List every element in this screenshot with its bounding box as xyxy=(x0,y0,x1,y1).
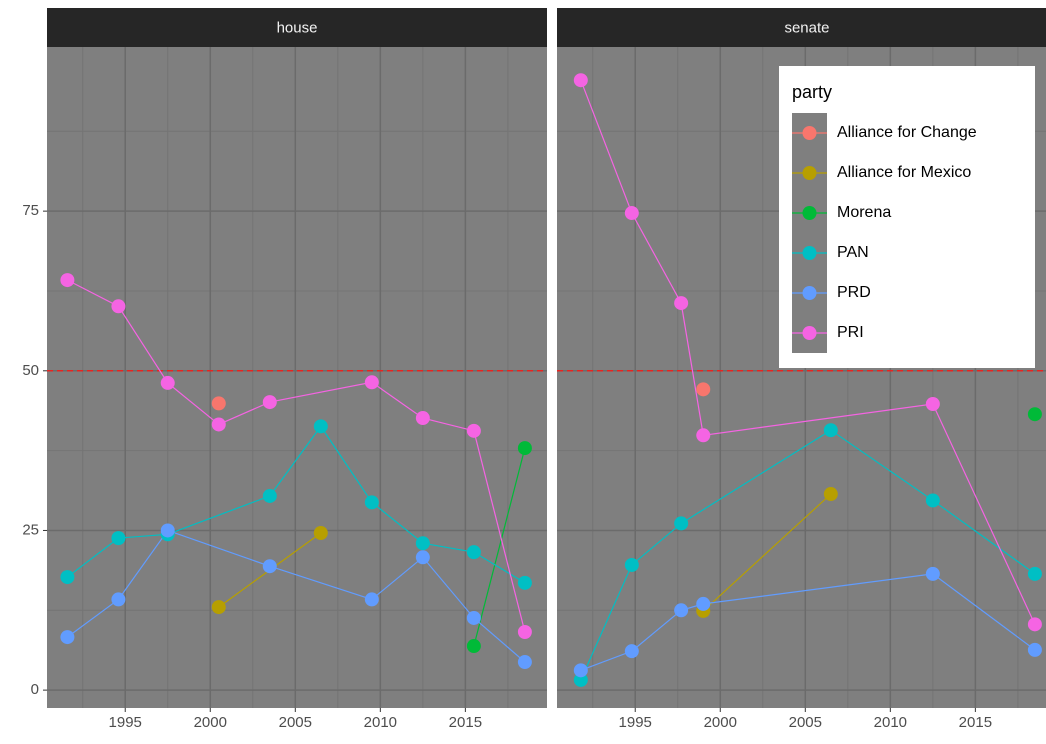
x-tick-label: 1995 xyxy=(619,714,652,731)
legend-key-point xyxy=(802,166,817,180)
x-tick-label: 2015 xyxy=(449,714,482,731)
data-point xyxy=(160,523,175,538)
data-point xyxy=(517,441,532,456)
data-point xyxy=(313,526,328,541)
data-point xyxy=(111,531,126,546)
data-point xyxy=(925,397,940,412)
panel-background xyxy=(47,47,547,708)
data-point xyxy=(262,488,277,503)
data-point xyxy=(211,417,226,432)
data-point xyxy=(823,487,838,502)
data-point xyxy=(674,603,689,618)
legend-title: party xyxy=(792,82,832,102)
data-point xyxy=(60,570,75,585)
y-tick-label: 25 xyxy=(22,521,39,538)
data-point xyxy=(517,575,532,590)
data-point xyxy=(624,557,639,572)
series-line xyxy=(702,493,832,612)
data-point xyxy=(573,73,588,88)
legend-label: PRD xyxy=(837,284,871,301)
legend-label: Morena xyxy=(837,204,891,221)
data-point xyxy=(466,610,481,625)
legend-label: Alliance for Mexico xyxy=(837,164,971,181)
data-point xyxy=(262,559,277,574)
data-point xyxy=(466,545,481,560)
strip xyxy=(47,8,547,47)
series-line xyxy=(580,429,1036,681)
data-point xyxy=(415,550,430,565)
data-point xyxy=(696,382,711,397)
strip-label: house xyxy=(277,19,318,36)
data-point xyxy=(262,395,277,410)
data-point xyxy=(517,625,532,640)
data-point xyxy=(364,592,379,607)
data-point xyxy=(1027,407,1042,422)
data-point xyxy=(466,423,481,438)
data-point xyxy=(211,600,226,615)
x-tick-label: 2005 xyxy=(789,714,822,731)
data-point xyxy=(1027,642,1042,657)
legend-label: Alliance for Change xyxy=(837,124,977,141)
data-point xyxy=(1027,566,1042,581)
data-point xyxy=(925,493,940,508)
x-tick-label: 2010 xyxy=(364,714,397,731)
data-point xyxy=(674,296,689,311)
data-point xyxy=(674,516,689,531)
x-tick-label: 1995 xyxy=(109,714,142,731)
legend-key-point xyxy=(802,326,817,340)
data-point xyxy=(696,596,711,611)
x-tick-label: 2010 xyxy=(874,714,907,731)
y-tick-label: 0 xyxy=(31,681,39,698)
data-point xyxy=(415,536,430,551)
data-point xyxy=(573,663,588,678)
legend-key-background xyxy=(792,113,827,353)
legend-label: PAN xyxy=(837,244,869,261)
series-line xyxy=(473,447,526,647)
data-point xyxy=(364,495,379,510)
x-tick-label: 2015 xyxy=(959,714,992,731)
data-point xyxy=(696,428,711,443)
series-line xyxy=(580,573,1036,671)
series-line xyxy=(580,79,1036,625)
data-point xyxy=(364,375,379,390)
y-tick-label: 75 xyxy=(22,202,39,219)
strip xyxy=(557,8,1046,47)
data-point xyxy=(466,639,481,654)
data-point xyxy=(925,566,940,581)
legend-key-point xyxy=(802,206,817,220)
data-point xyxy=(313,419,328,434)
data-point xyxy=(624,206,639,221)
data-point xyxy=(60,630,75,645)
series-line xyxy=(67,529,526,663)
data-point xyxy=(60,273,75,288)
strip-label: senate xyxy=(784,19,829,36)
data-point xyxy=(823,423,838,438)
data-point xyxy=(111,299,126,314)
legend-key-point xyxy=(802,126,817,140)
data-point xyxy=(160,375,175,390)
data-point xyxy=(211,396,226,411)
x-tick-label: 2005 xyxy=(279,714,312,731)
data-point xyxy=(1027,617,1042,632)
x-tick-label: 2000 xyxy=(704,714,737,731)
data-point xyxy=(111,592,126,607)
legend-key-point xyxy=(802,286,817,300)
data-point xyxy=(517,655,532,670)
legend-key-point xyxy=(802,246,817,260)
data-point xyxy=(624,644,639,659)
data-point xyxy=(415,411,430,426)
x-tick-label: 2000 xyxy=(194,714,227,731)
data-point xyxy=(573,672,588,687)
legend-label: PRI xyxy=(837,324,864,341)
y-tick-label: 50 xyxy=(22,362,39,379)
